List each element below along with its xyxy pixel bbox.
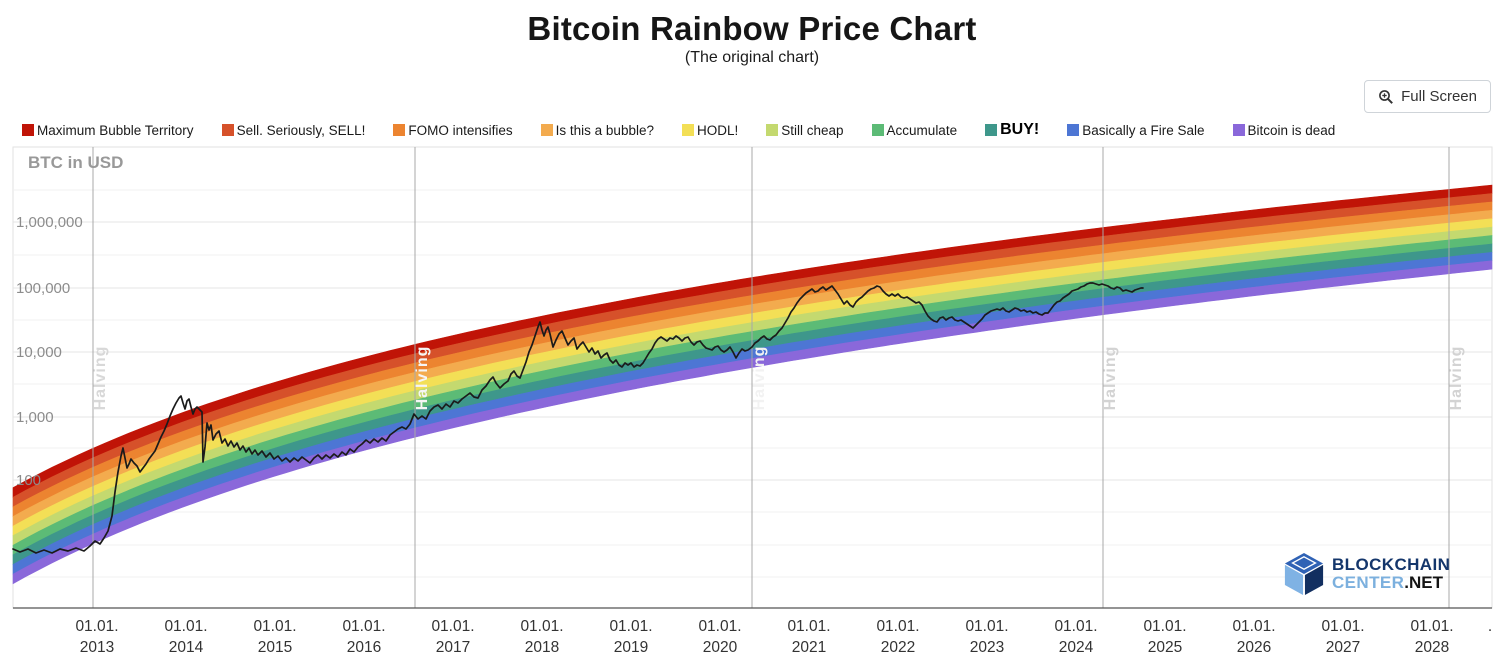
x-tick-date-5: 01.01. <box>520 618 563 635</box>
legend-item-0: Maximum Bubble Territory <box>22 123 194 138</box>
halving-label-0: Halving <box>92 346 109 411</box>
price-line <box>12 282 1144 554</box>
y-tick-label-4: 100 <box>16 472 41 489</box>
x-tick-year-1: 2014 <box>169 639 204 656</box>
page-title: Bitcoin Rainbow Price Chart <box>527 10 977 47</box>
legend-item-3: Is this a bubble? <box>540 123 654 138</box>
x-tick-date-2: 01.01. <box>253 618 296 635</box>
legend-item-2: FOMO intensifies <box>393 123 513 138</box>
legend-swatch <box>766 124 779 136</box>
x-tick-year-11: 2024 <box>1059 639 1094 656</box>
legend-item-5: Still cheap <box>766 123 844 138</box>
legend-item-7: BUY! <box>985 121 1039 139</box>
legend-item-1: Sell. Seriously, SELL! <box>221 123 365 138</box>
legend-swatch <box>540 124 553 136</box>
blockchaincenter-logo: BLOCKCHAIN CENTER.NET <box>1283 551 1450 597</box>
x-tick-date-15: 01.01. <box>1410 618 1453 635</box>
x-tick-year-0: 2013 <box>80 639 114 656</box>
legend-item-9: Bitcoin is dead <box>1232 123 1335 138</box>
x-tick-date-14: 01.01. <box>1321 618 1364 635</box>
y-tick-label-2: 10,000 <box>16 344 62 361</box>
legend-swatch <box>1232 124 1245 136</box>
x-tick-year-9: 2022 <box>881 639 915 656</box>
y-tick-label-1: 100,000 <box>16 280 70 297</box>
x-tick-year-7: 2020 <box>703 639 738 656</box>
x-tick-date-1: 01.01. <box>164 618 207 635</box>
brand-line2-net: .NET <box>1404 573 1444 592</box>
rainbow-band-9 <box>12 260 1493 585</box>
legend-swatch <box>871 124 884 136</box>
x-tick-date-4: 01.01. <box>431 618 474 635</box>
x-tick-date-9: 01.01. <box>876 618 919 635</box>
x-tick-date-10: 01.01. <box>965 618 1008 635</box>
y-tick-label-0: 1,000,000 <box>16 214 83 231</box>
brand-line1: BLOCKCHAIN <box>1332 555 1451 574</box>
halving-label-2: Halving <box>751 346 768 411</box>
x-tick-date-0: 01.01. <box>75 618 118 635</box>
x-tick-date-7: 01.01. <box>698 618 741 635</box>
zoom-in-icon <box>1378 89 1394 105</box>
x-tick-date-13: 01.01. <box>1232 618 1275 635</box>
legend-swatch <box>681 124 694 136</box>
x-tick-year-12: 2025 <box>1148 639 1182 656</box>
x-tick-year-6: 2019 <box>614 639 648 656</box>
x-tick-year-14: 2027 <box>1326 639 1360 656</box>
page-subtitle: (The original chart) <box>684 49 820 66</box>
x-tick-year-15: 2028 <box>1415 639 1449 656</box>
legend-item-8: Basically a Fire Sale <box>1067 123 1205 138</box>
x-tick-date-16: . <box>1488 618 1492 635</box>
x-tick-year-5: 2018 <box>525 639 559 656</box>
fullscreen-button[interactable]: Full Screen <box>1364 80 1491 113</box>
legend-swatch <box>22 124 34 136</box>
x-tick-date-3: 01.01. <box>342 618 385 635</box>
legend-swatch <box>393 124 406 136</box>
x-tick-year-3: 2016 <box>347 639 381 656</box>
x-tick-year-4: 2017 <box>436 639 470 656</box>
x-tick-date-11: 01.01. <box>1054 618 1097 635</box>
x-tick-year-8: 2021 <box>792 639 826 656</box>
halving-label-1: Halving <box>414 346 431 411</box>
x-tick-year-10: 2023 <box>970 639 1004 656</box>
x-tick-year-13: 2026 <box>1237 639 1271 656</box>
chart-legend: Maximum Bubble Territory Sell. Seriously,… <box>22 121 1482 139</box>
fullscreen-label: Full Screen <box>1401 88 1477 105</box>
x-tick-year-2: 2015 <box>258 639 292 656</box>
legend-swatch <box>985 124 998 136</box>
halving-label-3: Halving <box>1102 346 1119 411</box>
x-tick-date-6: 01.01. <box>609 618 652 635</box>
brand-line2-center: CENTER <box>1332 573 1405 592</box>
blockchaincenter-cube-icon <box>1283 551 1325 597</box>
legend-item-4: HODL! <box>681 123 738 138</box>
legend-item-6: Accumulate <box>871 123 957 138</box>
legend-swatch <box>221 124 234 136</box>
legend-swatch <box>1067 124 1080 136</box>
x-tick-date-8: 01.01. <box>787 618 830 635</box>
y-axis-title: BTC in USD <box>28 153 123 172</box>
halving-label-4: Halving <box>1448 346 1465 411</box>
y-tick-label-3: 1,000 <box>16 409 54 426</box>
x-tick-date-12: 01.01. <box>1143 618 1186 635</box>
